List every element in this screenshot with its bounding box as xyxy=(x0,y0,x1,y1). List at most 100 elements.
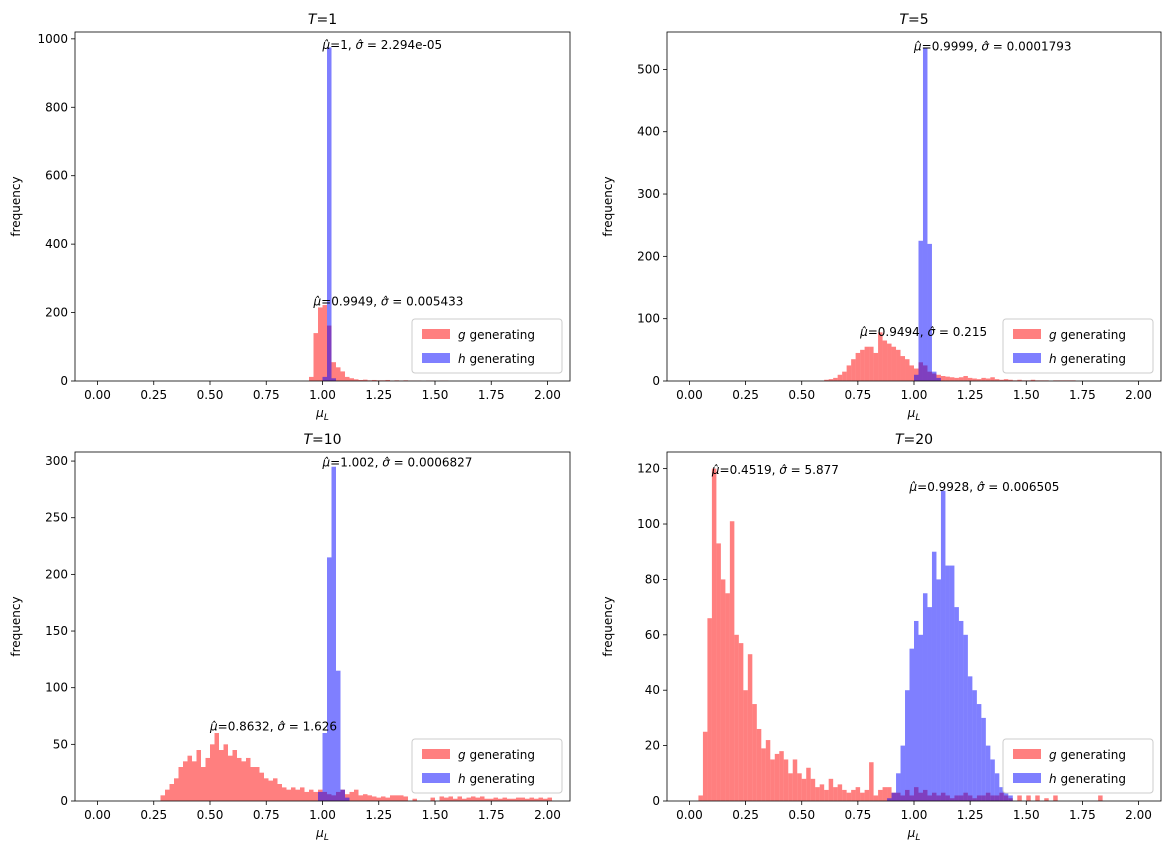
histogram-bar xyxy=(309,376,314,381)
histogram-bar xyxy=(268,780,273,801)
histogram-bar xyxy=(309,789,314,801)
y-tick-label: 400 xyxy=(637,125,660,139)
histogram-bar xyxy=(336,367,341,381)
x-tick-label: 2.00 xyxy=(534,808,561,822)
series-h xyxy=(914,47,941,382)
histogram-bar xyxy=(878,332,883,381)
histogram-bar xyxy=(918,634,923,801)
histogram-bar xyxy=(219,750,224,801)
histogram-bar xyxy=(819,784,825,801)
histogram-bar xyxy=(534,798,539,801)
histogram-bar xyxy=(842,789,847,801)
histogram-bar xyxy=(466,797,471,801)
histogram-bar xyxy=(381,796,386,801)
histogram-bar xyxy=(331,466,336,801)
y-tick-label: 300 xyxy=(45,454,68,468)
histogram-bar xyxy=(507,798,512,801)
x-tick-label: 1.50 xyxy=(422,388,449,402)
histogram-bar xyxy=(322,376,327,381)
histogram-bar xyxy=(860,792,865,801)
x-tick-label: 0.50 xyxy=(788,388,815,402)
histogram-bar xyxy=(214,733,219,801)
histogram-bar xyxy=(498,798,503,801)
histogram-bar xyxy=(228,755,233,801)
histogram-bar xyxy=(864,789,870,801)
histogram-bar xyxy=(711,468,717,801)
histogram-bar xyxy=(931,551,937,801)
legend-label: h generating xyxy=(458,352,535,366)
histogram-bar xyxy=(774,753,780,801)
y-tick-label: 300 xyxy=(637,187,660,201)
histogram-bar xyxy=(842,371,847,381)
legend: g generating h generating xyxy=(411,318,563,374)
histogram-bar xyxy=(851,789,856,801)
histogram-bar xyxy=(963,634,968,801)
histogram-bar xyxy=(345,797,350,801)
histogram-bar xyxy=(178,767,183,801)
histogram-bar xyxy=(183,761,188,801)
y-tick-label: 80 xyxy=(645,572,660,586)
histogram-bar xyxy=(761,748,766,801)
legend-swatch xyxy=(1013,773,1041,783)
x-tick-label: 1.50 xyxy=(1013,808,1040,822)
histogram-bar xyxy=(471,796,476,801)
histogram-bar xyxy=(372,379,377,381)
histogram-bar xyxy=(891,346,897,381)
x-axis-label: μL xyxy=(315,406,329,423)
stats-annotation: μ̂=0.9494, σ̂ = 0.215 xyxy=(859,325,987,339)
histogram-bar xyxy=(765,740,771,801)
histogram-bar xyxy=(783,759,789,801)
stats-annotation: μ̂=0.9999, σ̂ = 0.0001793 xyxy=(913,40,1072,54)
histogram-bar xyxy=(770,759,775,801)
histogram-bar xyxy=(896,349,901,381)
histogram-bar xyxy=(797,773,802,801)
x-tick-label: 0.00 xyxy=(676,388,703,402)
histogram-bar xyxy=(792,759,798,801)
histogram-bar xyxy=(824,789,829,801)
y-tick-label: 500 xyxy=(637,62,660,76)
histogram-bar xyxy=(900,356,906,381)
histogram-bar xyxy=(752,704,757,801)
histogram-bar xyxy=(900,745,906,801)
histogram-bar xyxy=(192,761,197,801)
histogram-bar xyxy=(743,690,748,801)
x-tick-label: 0.50 xyxy=(197,388,224,402)
histogram-bar xyxy=(547,797,552,801)
legend-label: h generating xyxy=(1049,352,1126,366)
histogram-bar xyxy=(972,378,977,381)
legend-label: g generating xyxy=(458,748,535,762)
histogram-bar xyxy=(376,797,381,801)
x-tick-label: 1.00 xyxy=(901,388,928,402)
x-tick-label: 2.00 xyxy=(534,388,561,402)
histogram-bar xyxy=(1008,379,1013,381)
x-tick-label: 1.50 xyxy=(422,808,449,822)
histogram-bar xyxy=(788,773,793,801)
histogram-bar xyxy=(936,374,941,381)
series-h xyxy=(887,490,1013,801)
histogram-bar xyxy=(954,607,959,801)
histogram-bar xyxy=(909,648,914,801)
histogram-bar xyxy=(967,676,973,801)
x-tick-label: 1.25 xyxy=(365,388,392,402)
histogram-bar xyxy=(412,798,417,801)
y-tick-label: 400 xyxy=(45,237,68,251)
x-tick-label: 1.00 xyxy=(309,388,336,402)
x-axis-label: μL xyxy=(315,826,329,843)
histogram-bar xyxy=(354,379,359,381)
histogram-bar xyxy=(837,374,843,381)
histogram-bar xyxy=(1053,795,1058,801)
histogram-bar xyxy=(878,789,883,801)
histogram-bar xyxy=(511,798,516,801)
histogram-bar xyxy=(855,352,861,381)
histogram-bar xyxy=(363,794,368,801)
histogram-bar xyxy=(1035,795,1040,801)
histogram-bar xyxy=(430,797,435,801)
x-tick-label: 1.25 xyxy=(957,388,984,402)
stats-annotation: μ̂=1.002, σ̂ = 0.0006827 xyxy=(322,456,473,470)
histogram-bar xyxy=(963,376,968,381)
histogram-bar xyxy=(453,798,458,801)
histogram-bar xyxy=(502,797,507,801)
histogram-bar xyxy=(358,795,363,801)
legend-swatch xyxy=(422,749,450,759)
